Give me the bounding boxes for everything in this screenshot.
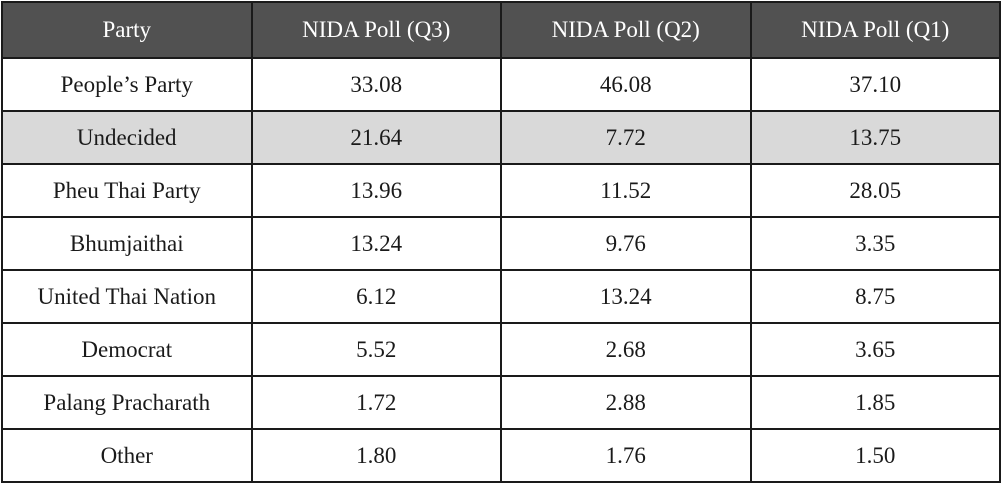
value-cell: 3.65 [749, 322, 1001, 377]
value-cell: 46.08 [500, 57, 752, 112]
value-cell: 1.72 [250, 375, 502, 430]
table-row: United Thai Nation 6.12 13.24 8.75 [1, 269, 1001, 324]
value-cell: 1.85 [749, 375, 1001, 430]
value-cell: 2.68 [500, 322, 752, 377]
value-cell: 13.24 [250, 216, 502, 271]
table-row: Pheu Thai Party 13.96 11.52 28.05 [1, 163, 1001, 218]
value-cell: 5.52 [250, 322, 502, 377]
value-cell: 37.10 [749, 57, 1001, 112]
header-cell: Party [1, 1, 253, 59]
party-cell: Bhumjaithai [1, 216, 253, 271]
party-cell: People’s Party [1, 57, 253, 112]
header-cell: NIDA Poll (Q3) [250, 1, 502, 59]
value-cell: 7.72 [500, 110, 752, 165]
table-row: Democrat 5.52 2.68 3.65 [1, 322, 1001, 377]
value-cell: 11.52 [500, 163, 752, 218]
value-cell: 8.75 [749, 269, 1001, 324]
value-cell: 6.12 [250, 269, 502, 324]
value-cell: 28.05 [749, 163, 1001, 218]
table-body: People’s Party 33.08 46.08 37.10 Undecided 21… [1, 57, 1001, 483]
party-cell: Palang Pracharath [1, 375, 253, 430]
header-cell: NIDA Poll (Q1) [749, 1, 1001, 59]
poll-table: Party NIDA Poll (Q3) NIDA Poll (Q2) NIDA Po… [1, 1, 1001, 483]
value-cell: 9.76 [500, 216, 752, 271]
party-cell: Undecided [1, 110, 253, 165]
table-row: Undecided 21.64 7.72 13.75 [1, 110, 1001, 165]
value-cell: 1.80 [250, 428, 502, 483]
value-cell: 2.88 [500, 375, 752, 430]
value-cell: 1.50 [749, 428, 1001, 483]
value-cell: 33.08 [250, 57, 502, 112]
party-cell: Democrat [1, 322, 253, 377]
value-cell: 1.76 [500, 428, 752, 483]
header-row: Party NIDA Poll (Q3) NIDA Poll (Q2) NIDA Po… [1, 1, 1001, 59]
table-row: People’s Party 33.08 46.08 37.10 [1, 57, 1001, 112]
header-cell: NIDA Poll (Q2) [500, 1, 752, 59]
table-row: Other 1.80 1.76 1.50 [1, 428, 1001, 483]
value-cell: 13.24 [500, 269, 752, 324]
table-row: Bhumjaithai 13.24 9.76 3.35 [1, 216, 1001, 271]
value-cell: 13.96 [250, 163, 502, 218]
value-cell: 21.64 [250, 110, 502, 165]
value-cell: 13.75 [749, 110, 1001, 165]
value-cell: 3.35 [749, 216, 1001, 271]
party-cell: United Thai Nation [1, 269, 253, 324]
party-cell: Pheu Thai Party [1, 163, 253, 218]
party-cell: Other [1, 428, 253, 483]
table-row: Palang Pracharath 1.72 2.88 1.85 [1, 375, 1001, 430]
